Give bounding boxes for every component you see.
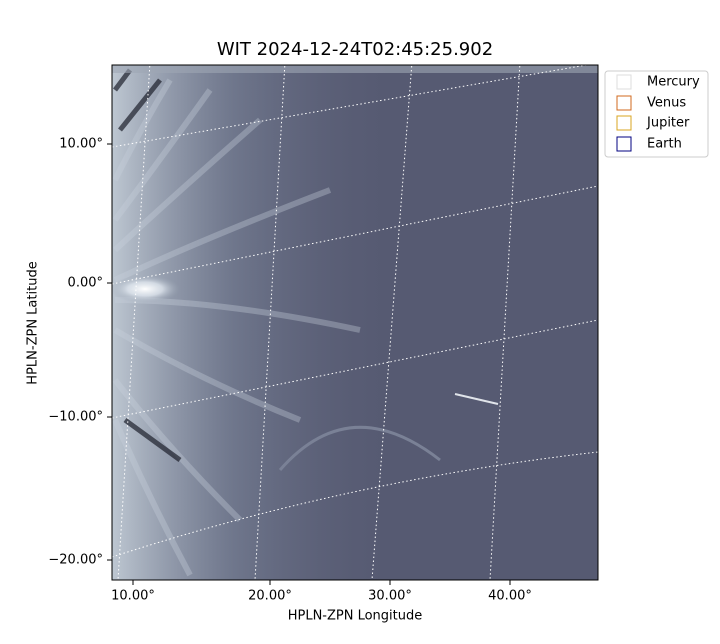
image <box>112 65 598 580</box>
y-tick-label: 0.00° <box>68 276 103 291</box>
legend-label: Mercury <box>647 75 700 90</box>
y-ticks: 10.00° 0.00° −10.00° −20.00° <box>48 137 112 568</box>
legend-label: Earth <box>647 137 682 152</box>
x-tick-label: 20.00° <box>248 589 292 604</box>
axes-frame <box>111 64 599 581</box>
x-axis-label: HPLN-ZPN Longitude <box>288 609 423 624</box>
x-tick-label: 30.00° <box>368 589 412 604</box>
legend-label: Jupiter <box>646 116 690 131</box>
legend-label: Venus <box>647 96 686 111</box>
y-tick-label: −10.00° <box>48 410 103 425</box>
x-ticks: 10.00° 20.00° 30.00° 40.00° <box>111 580 532 604</box>
legend: Mercury Venus Jupiter Earth <box>604 70 709 158</box>
y-tick-label: 10.00° <box>59 137 103 152</box>
y-axis-label: HPLN-ZPN Latitude <box>26 261 41 384</box>
x-tick-label: 40.00° <box>488 589 532 604</box>
x-tick-label: 10.00° <box>111 589 155 604</box>
title: WIT 2024-12-24T02:45:25.902 <box>217 39 493 60</box>
y-tick-label: −20.00° <box>48 553 103 568</box>
